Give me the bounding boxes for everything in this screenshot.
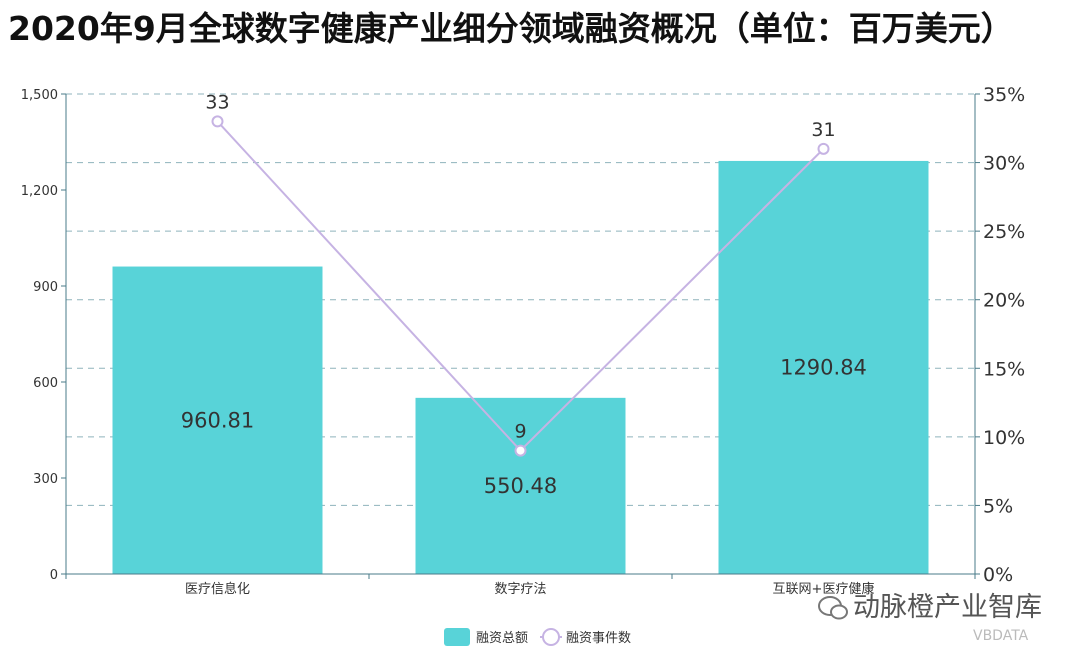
legend[interactable]: 融资总额 融资事件数 bbox=[444, 628, 631, 646]
y-right-tick-label: 30% bbox=[983, 153, 1025, 175]
watermark-brand: VBDATA bbox=[973, 628, 1029, 644]
data-labels: 960.81 550.48 1290.84 33 9 31 bbox=[181, 91, 867, 497]
y-right-tick-label: 10% bbox=[983, 427, 1025, 449]
y-right-tick-label: 0% bbox=[983, 564, 1013, 586]
line-value-label: 31 bbox=[811, 119, 835, 141]
bar-value-label: 960.81 bbox=[181, 408, 254, 432]
line-value-label: 33 bbox=[205, 91, 229, 113]
axes: 0 300 600 900 1,200 1,500 0% 5% 10% 15% 20% 25% 30% 3… bbox=[21, 84, 1025, 597]
line-value-label: 9 bbox=[514, 421, 526, 443]
y-left-tick-label: 600 bbox=[33, 376, 58, 391]
y-right-tick-label: 20% bbox=[983, 290, 1025, 312]
legend-swatch-circle bbox=[542, 628, 560, 646]
line-point-2 bbox=[817, 142, 830, 155]
y-right-tick-label: 35% bbox=[983, 84, 1025, 106]
line-point-0 bbox=[211, 115, 224, 128]
bar-2 bbox=[718, 160, 929, 574]
watermark: 动脉橙产业智库 VBDATA bbox=[818, 592, 1042, 644]
chart-title: 2020年9月全球数字健康产业细分领域融资概况（单位：百万美元） bbox=[8, 9, 1014, 48]
x-tick-label: 互联网+医疗健康 bbox=[773, 581, 875, 597]
y-right-tick-label: 5% bbox=[983, 495, 1013, 517]
legend-swatch-bar bbox=[444, 628, 470, 646]
y-left-tick-label: 1,500 bbox=[21, 88, 58, 103]
bar-value-label: 1290.84 bbox=[780, 355, 867, 379]
line-point-1 bbox=[514, 444, 527, 457]
y-right-tick-label: 25% bbox=[983, 221, 1025, 243]
bar-0 bbox=[112, 266, 323, 574]
legend-label: 融资事件数 bbox=[566, 631, 631, 646]
line-series bbox=[211, 115, 830, 457]
bar-1 bbox=[415, 397, 626, 574]
x-tick-label: 医疗信息化 bbox=[185, 581, 250, 597]
y-left-tick-label: 900 bbox=[33, 280, 58, 295]
y-left-tick-label: 1,200 bbox=[21, 184, 58, 199]
watermark-text: 动脉橙产业智库 bbox=[853, 592, 1042, 623]
bar-value-label: 550.48 bbox=[484, 474, 557, 498]
legend-item-bar[interactable]: 融资总额 bbox=[444, 628, 528, 646]
legend-label: 融资总额 bbox=[476, 631, 528, 646]
y-left-tick-label: 0 bbox=[50, 568, 58, 583]
x-tick-label: 数字疗法 bbox=[494, 582, 546, 597]
bar-series bbox=[112, 160, 929, 574]
wechat-icon bbox=[818, 596, 848, 620]
wechat-bubble-small bbox=[830, 604, 848, 620]
legend-item-line[interactable]: 融资事件数 bbox=[540, 628, 631, 646]
y-right-tick-label: 15% bbox=[983, 358, 1025, 380]
y-left-tick-label: 300 bbox=[33, 472, 58, 487]
